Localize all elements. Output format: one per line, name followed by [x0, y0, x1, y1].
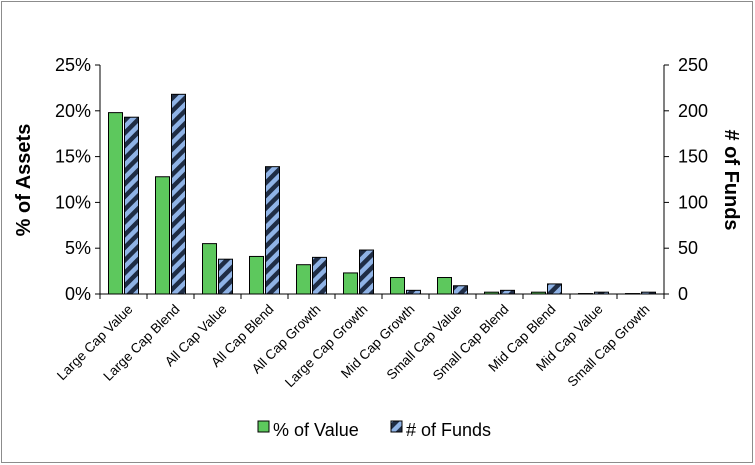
- y2-tick-label: 50: [678, 238, 698, 258]
- bar-percent-of-value: [531, 291, 546, 295]
- y-tick-label: 5%: [65, 238, 91, 258]
- y2-tick-label: 100: [678, 192, 708, 212]
- y-tick-label: 0%: [65, 284, 91, 304]
- bar-number-of-funds: [453, 285, 468, 295]
- bar-number-of-funds: [171, 93, 186, 295]
- bar-percent-of-value: [343, 272, 358, 295]
- y-tick-label: 10%: [55, 192, 91, 212]
- bar-percent-of-value: [296, 264, 311, 295]
- bar-percent-of-value: [390, 277, 405, 295]
- y2-tick-label: 250: [678, 55, 708, 75]
- legend: % of Value # of Funds: [257, 420, 491, 440]
- y-tick-label: 25%: [55, 55, 91, 75]
- bar-number-of-funds: [547, 283, 562, 295]
- bar-number-of-funds: [641, 291, 656, 295]
- bar-number-of-funds: [312, 256, 327, 295]
- bar-percent-of-value: [578, 293, 593, 295]
- y2-tick-label: 150: [678, 147, 708, 167]
- bars: [108, 93, 656, 295]
- bar-number-of-funds: [218, 258, 233, 295]
- y2-tick-label: 0: [678, 284, 688, 304]
- y-axis-title: % of Assets: [13, 124, 35, 237]
- bar-number-of-funds: [359, 249, 374, 295]
- legend-swatch-value: [257, 420, 270, 433]
- y-tick-label: 15%: [55, 147, 91, 167]
- x-category-label: Small Cap Growth: [565, 302, 653, 390]
- legend-swatch-funds: [390, 420, 403, 433]
- bar-number-of-funds: [500, 289, 515, 295]
- axes: 0% 5% 10% 15% 20% 25% 0 50 100 150 200 250: [55, 55, 708, 304]
- bar-percent-of-value: [155, 176, 170, 295]
- bar-percent-of-value: [625, 293, 640, 295]
- bar-percent-of-value: [249, 255, 264, 295]
- legend-label-funds: # of Funds: [406, 420, 491, 440]
- y2-tick-label: 200: [678, 101, 708, 121]
- bar-percent-of-value: [437, 277, 452, 295]
- bar-percent-of-value: [484, 291, 499, 295]
- bar-percent-of-value: [108, 112, 123, 295]
- bar-number-of-funds: [594, 291, 609, 295]
- legend-label-value: % of Value: [273, 420, 359, 440]
- y2-axis-title: # of Funds: [720, 129, 742, 230]
- bar-number-of-funds: [265, 166, 280, 295]
- y-tick-label: 20%: [55, 101, 91, 121]
- bar-percent-of-value: [202, 243, 217, 295]
- x-category-label: Large Cap Growth: [282, 302, 371, 391]
- bar-number-of-funds: [124, 116, 139, 295]
- bar-number-of-funds: [406, 289, 421, 295]
